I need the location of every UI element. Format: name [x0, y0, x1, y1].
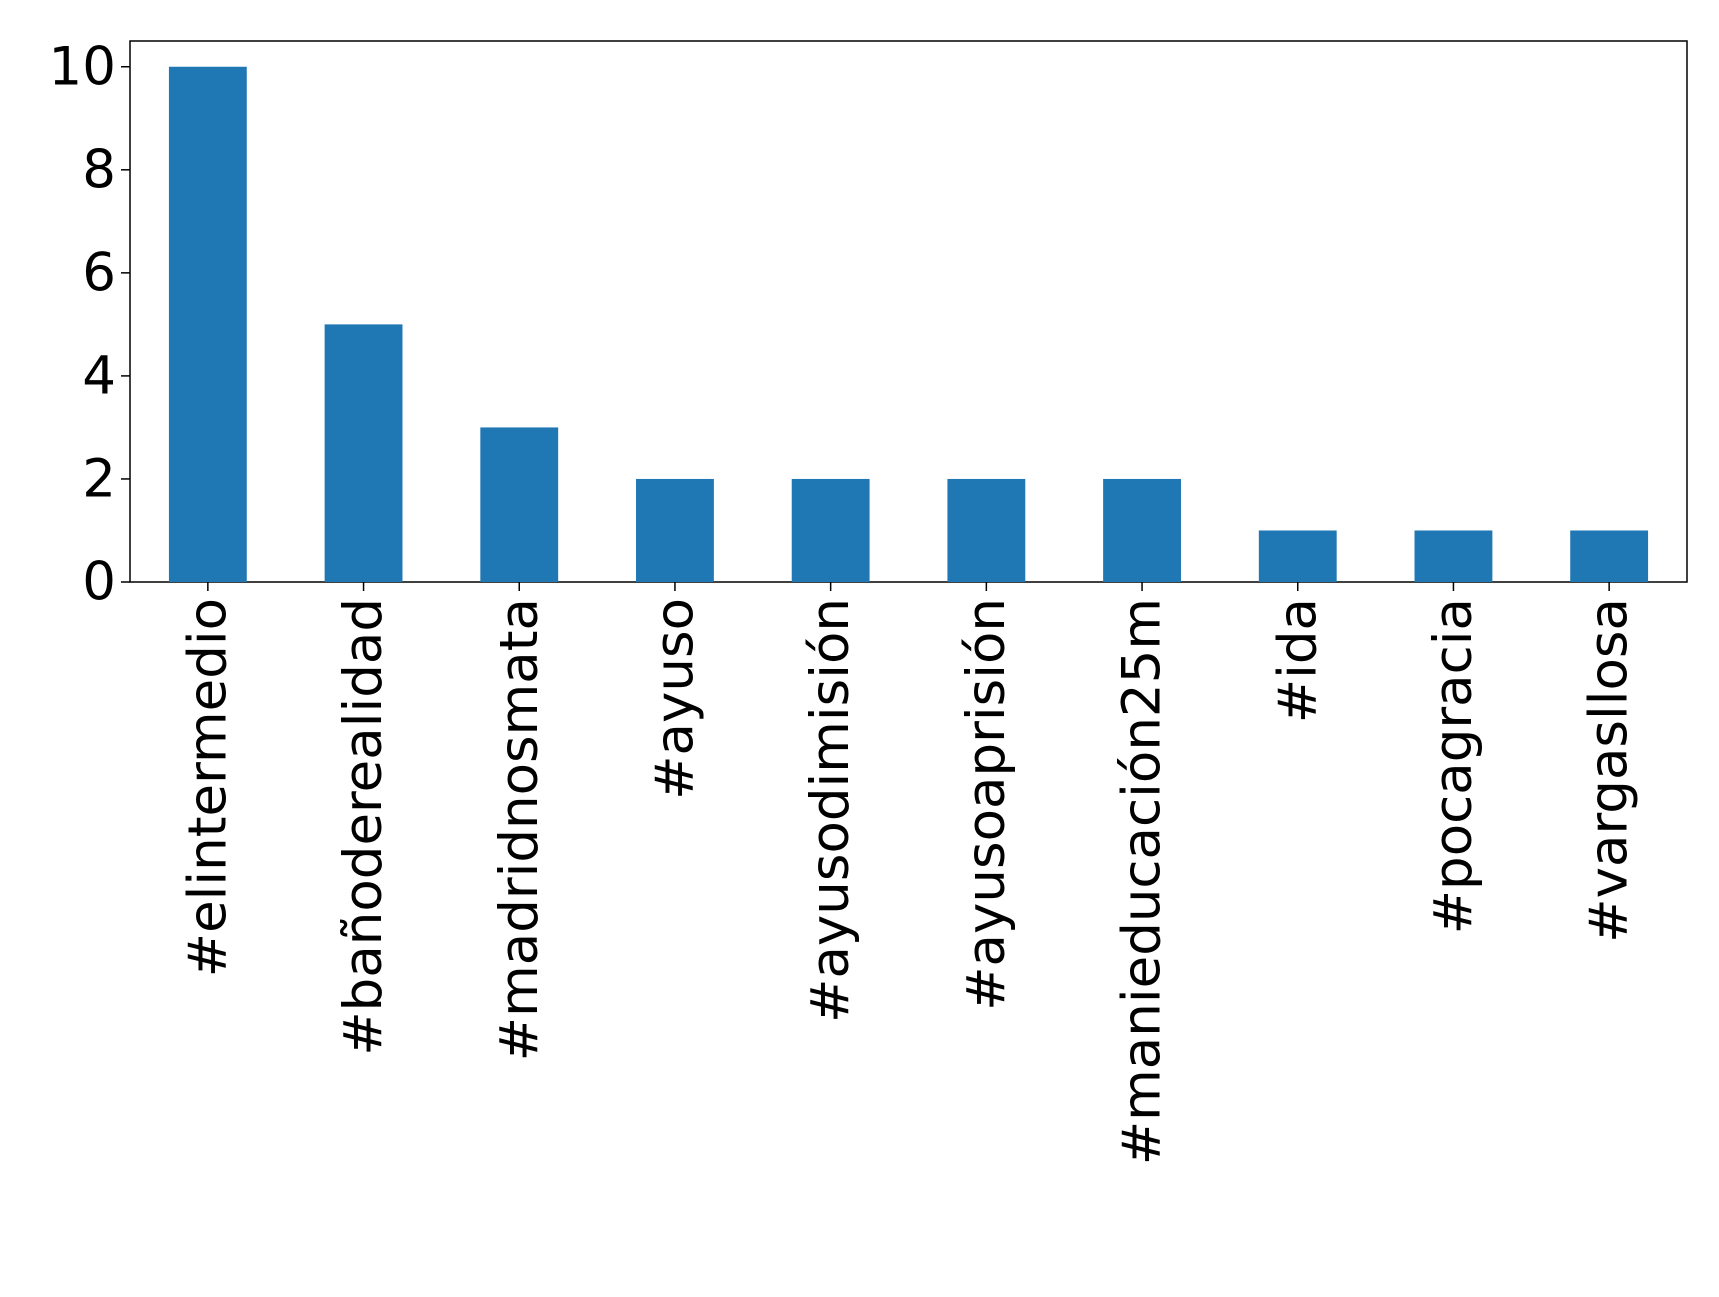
y-tick-label: 0: [82, 552, 116, 613]
y-tick-label: 8: [82, 139, 116, 200]
y-tick-label: 6: [82, 242, 116, 303]
plot-frame: [129, 40, 1688, 583]
bar: [1103, 478, 1181, 582]
y-tick-label: 2: [82, 448, 116, 509]
bar: [791, 478, 870, 582]
bar: [636, 478, 714, 582]
x-tick-label: #ayusoaprisión: [956, 598, 1017, 1011]
x-tick-label: #manieducación25m: [1112, 598, 1173, 1165]
x-tick-label: #pocagracia: [1423, 598, 1484, 934]
x-tick-label: #elintermedio: [177, 598, 238, 977]
bar: [947, 478, 1026, 582]
bar: [1258, 530, 1337, 582]
bar: [480, 427, 559, 582]
x-tick-label: #bañoderealidad: [333, 598, 394, 1056]
x-tick-label: #madridnosmata: [489, 598, 550, 1061]
bar: [1414, 530, 1493, 582]
x-tick-label: #ayuso: [644, 598, 705, 800]
bar: [168, 66, 247, 582]
bar: [1570, 530, 1649, 582]
x-tick-label: #ayusodimisión: [800, 598, 861, 1023]
y-tick-label: 10: [49, 36, 116, 97]
x-tick-label: #ida: [1267, 598, 1328, 723]
bar: [324, 324, 403, 582]
y-tick-label: 4: [82, 345, 116, 406]
x-tick-label: #vargasllosa: [1579, 598, 1640, 943]
